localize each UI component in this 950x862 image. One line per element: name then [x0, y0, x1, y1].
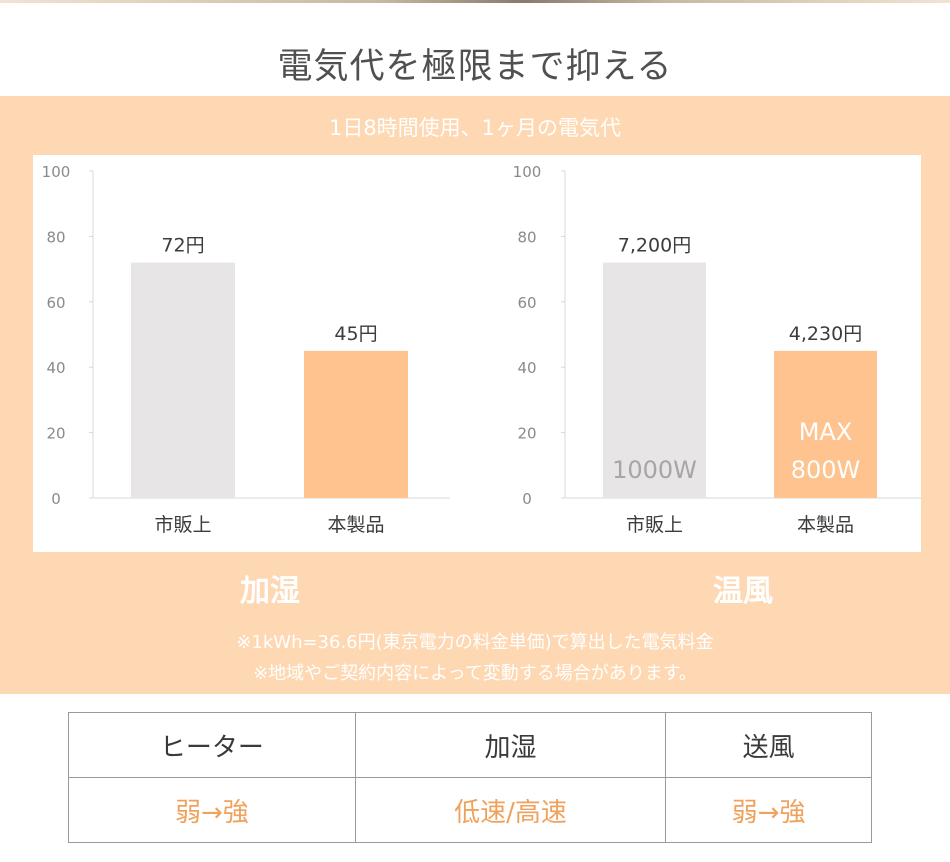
chart-2-value-label-2: 4,230円: [789, 323, 862, 345]
mode-value-heater: 弱→強: [68, 777, 356, 843]
mode-value-fan: 弱→強: [665, 777, 872, 843]
chart-1-bar-2: [304, 350, 408, 498]
chart-2-y-tick-label: 80: [517, 228, 536, 246]
chart-caption-warm-air: 温風: [713, 574, 773, 609]
chart-2-y-tick-label: 20: [517, 425, 536, 443]
chart-2-bar-inner-label-2-1: MAX: [799, 418, 853, 446]
chart-1-value-label-2: 45円: [334, 323, 377, 345]
chart-1-y-tick-label: 100: [42, 163, 71, 181]
page-title: 電気代を極限まで抑える: [277, 47, 673, 87]
chart-2-bar-inner-label-1-1: 1000W: [612, 456, 697, 484]
mode-table-value-row: 弱→強 低速/高速 弱→強: [68, 777, 872, 843]
top-divider: [0, 0, 950, 3]
chart-2-y-tick-label: 100: [513, 163, 542, 181]
mode-header-humidify: 加湿: [354, 712, 667, 778]
chart-1-y-tick-label: 40: [46, 359, 65, 377]
chart-2-bar-2: [774, 350, 877, 498]
chart-caption-humidify: 加湿: [240, 574, 300, 609]
chart-1-y-tick-label: 60: [46, 294, 65, 312]
footnote-rate: ※1kWh=36.6円(東京電力の料金単価)で算出した電気料金: [236, 632, 714, 653]
chart-2-category-label-2: 本製品: [797, 514, 854, 536]
chart-1-y-tick-label: 80: [46, 228, 65, 246]
chart-2-bar-1: [603, 262, 706, 498]
chart-2-y-tick-label: 40: [517, 359, 536, 377]
chart-section-subtitle: 1日8時間使用、1ヶ月の電気代: [328, 116, 622, 140]
chart-1-category-label-2: 本製品: [327, 514, 384, 536]
chart-1-value-label-1: 72円: [161, 235, 204, 257]
chart-2-value-label-1: 7,200円: [618, 235, 691, 257]
chart-2-y-tick-label: 0: [522, 490, 532, 508]
chart-2-category-label-1: 市販上: [626, 514, 683, 536]
mode-table: ヒーター 加湿 送風 弱→強 低速/高速 弱→強: [68, 712, 872, 843]
chart-1-y-tick-label: 20: [46, 425, 65, 443]
chart-2-y-tick-label: 60: [517, 294, 536, 312]
chart-1-category-label-1: 市販上: [154, 514, 211, 536]
mode-table-header-row: ヒーター 加湿 送風: [68, 712, 872, 778]
chart-1-bar-1: [131, 262, 235, 498]
chart-2-bar-inner-label-2-2: 800W: [791, 456, 861, 484]
footnote-disclaimer: ※地域やご契約内容によって変動する場合があります。: [253, 663, 697, 684]
mode-header-fan: 送風: [665, 712, 872, 778]
mode-value-humidify: 低速/高速: [354, 777, 667, 843]
chart-1-y-tick-label: 0: [51, 490, 61, 508]
mode-header-heater: ヒーター: [68, 712, 356, 778]
